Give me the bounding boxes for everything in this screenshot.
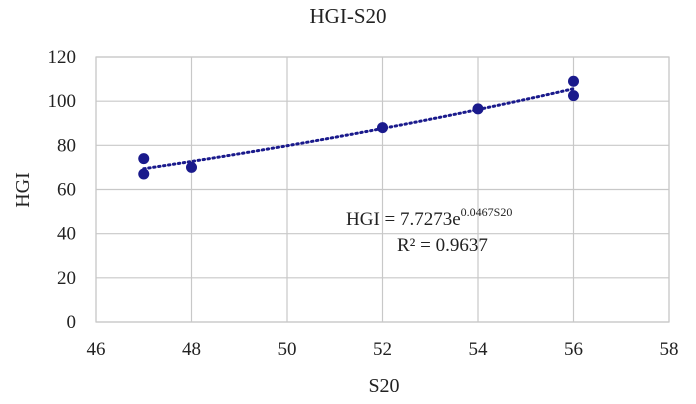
y-tick-label: 80 [57,135,76,156]
x-tick-label: 54 [469,339,489,360]
x-tick-label: 58 [660,339,679,360]
y-tick-label: 60 [57,180,76,201]
x-tick-label: 46 [87,339,106,360]
plot-border [95,56,670,323]
y-tick-label: 0 [67,312,77,333]
data-point [138,153,150,165]
data-point [186,161,197,173]
y-tick-labels: 0 20 40 60 80 100 120 [48,47,77,333]
trendline [142,87,575,171]
trendline-equation-exponent: 0.0467S20 [461,205,513,219]
chart-title: HGI-S20 [310,4,387,28]
data-point [138,168,150,180]
data-point [568,75,579,87]
data-point [568,90,579,102]
data-points [138,75,579,180]
y-tick-label: 40 [57,224,76,245]
x-tick-label: 48 [182,339,201,360]
x-tick-label: 56 [564,339,583,360]
x-tick-label: 50 [278,339,297,360]
y-axis-label: HGI [12,172,34,208]
data-point [472,103,484,115]
y-tick-label: 20 [57,268,76,289]
trendline-equation-base: HGI = 7.7273e [346,209,461,230]
trendline-equation: HGI = 7.7273e0.0467S20 [346,205,512,230]
y-tick-label: 100 [48,91,77,112]
x-tick-labels: 46 48 50 52 54 56 58 [87,339,679,360]
x-axis-label: S20 [368,375,399,397]
r-squared-label: R² = 0.9637 [397,235,488,256]
x-tick-label: 52 [373,339,392,360]
grid [95,56,670,323]
data-point [377,122,388,134]
y-tick-label: 120 [48,47,77,68]
